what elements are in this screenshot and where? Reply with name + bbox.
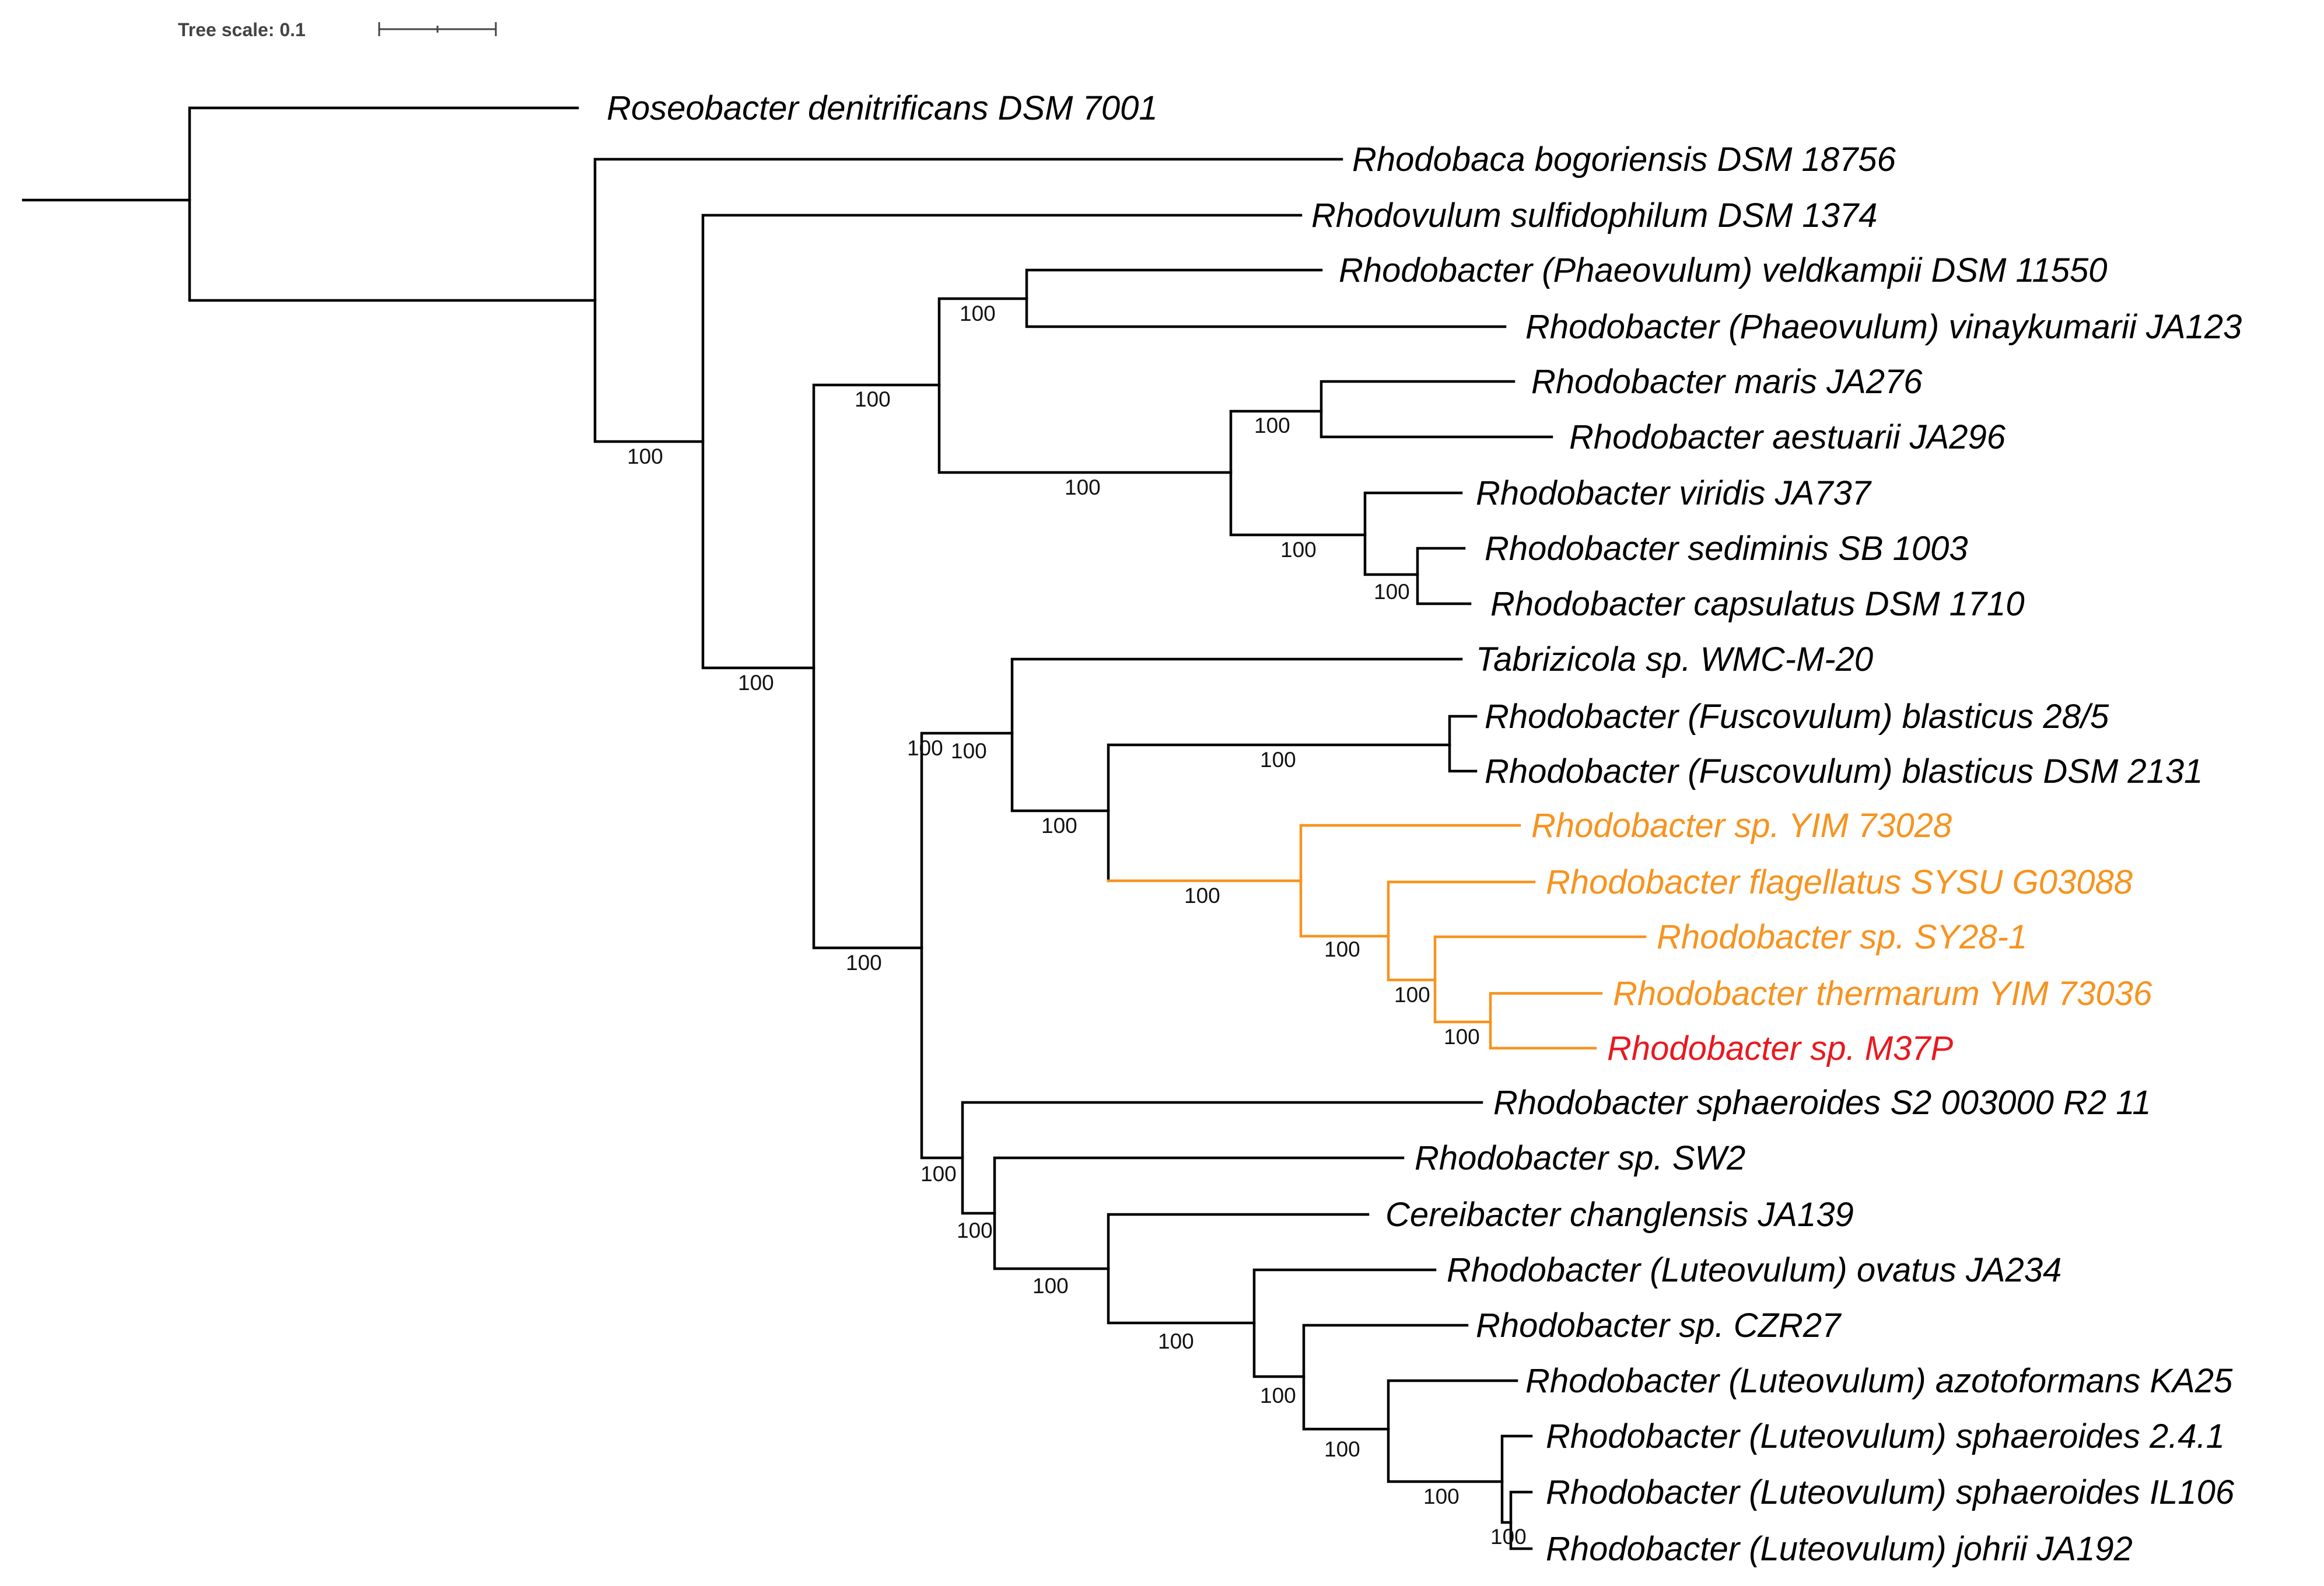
branch-czr27 (1302, 1324, 1469, 1431)
leaf-label: Rhodobacter sphaeroides S2 003000 R2 11 (1493, 1084, 2151, 1122)
branch-sphaeroides-241 (1500, 1434, 1533, 1524)
leaf-label: Rhodobacter sp. SW2 (1415, 1139, 1745, 1177)
leaf-label: Rhodobacter sediminis SB 1003 (1485, 530, 1968, 568)
bootstrap-value: 100 (1260, 1384, 1296, 1408)
branch-orange-2 (1387, 880, 1536, 982)
bootstrap-value: 100 (1280, 538, 1317, 562)
bootstrap-value: 100 (855, 387, 891, 411)
leaf-label: Rhodobacter sp. CZR27 (1476, 1307, 1842, 1345)
leaf-label: Rhodobacter (Luteovulum) sphaeroides IL1… (1546, 1473, 2235, 1511)
branch-n2 (701, 213, 1303, 670)
leaf-label-highlighted: Rhodobacter thermarum YIM 73036 (1613, 975, 2152, 1013)
leaf-label: Rhodobacter (Luteovulum) johrii JA192 (1546, 1530, 2133, 1568)
branch-orange-clade (1299, 824, 1521, 938)
leaf-label: Rhodobacter (Phaeovulum) vinaykumarii JA… (1525, 308, 2242, 346)
branch-ovatus (1252, 1268, 1437, 1378)
branch-fuscovulum-group (1107, 743, 1451, 883)
bootstrap-values: 100 100 100 100 100 100 100 100 100 100 … (627, 302, 1527, 1549)
bootstrap-value: 100 (738, 671, 774, 695)
branch-il106-johrii (1509, 1490, 1533, 1550)
branch-sphaeroides-group (961, 1101, 1483, 1215)
bootstrap-value: 100 (1374, 580, 1410, 604)
branch-sw2 (993, 1156, 1405, 1270)
bootstrap-value: 100 (907, 736, 943, 760)
leaf-label: Rhodobacter viridis JA737 (1476, 474, 1873, 512)
tree-branches (22, 106, 1647, 1550)
leaf-label: Rhodobacter maris JA276 (1531, 363, 1923, 401)
bootstrap-value: 100 (1444, 1025, 1480, 1049)
leaf-label-focal-strain: Rhodobacter sp. M37P (1607, 1030, 1954, 1067)
leaf-label: Rhodobacter (Phaeovulum) veldkampii DSM … (1339, 251, 2108, 289)
branch-fuscovulum (1448, 715, 1478, 773)
branch-orange-4 (1489, 992, 1603, 1050)
leaf-labels: Roseobacter denitrificans DSM 7001 Rhodo… (607, 89, 2242, 1568)
leaf-label: Cereibacter changlensis JA139 (1385, 1196, 1854, 1234)
leaf-label: Rhodobacter (Luteovulum) ovatus JA234 (1447, 1251, 2062, 1289)
leaf-label: Rhodobacter (Fuscovulum) blasticus DSM 2… (1485, 752, 2203, 790)
leaf-label: Rhodobacter capsulatus DSM 1710 (1490, 585, 2025, 623)
bootstrap-value: 100 (951, 739, 987, 763)
branch-orange-3 (1433, 935, 1647, 1024)
branch-phaeovulum-clade (937, 297, 1233, 474)
bootstrap-value: 100 (1394, 983, 1430, 1007)
branch-maris (1320, 380, 1553, 439)
bootstrap-value: 100 (1041, 814, 1077, 838)
leaf-label: Tabrizicola sp. WMC-M-20 (1476, 640, 1873, 678)
branch-rest (920, 731, 1014, 1160)
branch-n1 (593, 157, 1343, 443)
bootstrap-value: 100 (960, 302, 996, 325)
branch-azotoformans (1387, 1379, 1518, 1483)
branch-root (188, 106, 597, 302)
branch-phaeovulum (1025, 268, 1507, 328)
bootstrap-value: 100 (846, 951, 882, 975)
leaf-label: Rhodobacter (Luteovulum) azotoformans KA… (1525, 1362, 2233, 1400)
leaf-label: Rhodobacter (Fuscovulum) blasticus 28/5 (1485, 698, 2109, 736)
branch-cereibacter (1107, 1213, 1370, 1325)
branch-capsulatus-group (1229, 409, 1367, 537)
leaf-label-highlighted: Rhodobacter sp. SY28-1 (1657, 918, 2027, 956)
bootstrap-value: 100 (921, 1162, 957, 1186)
bootstrap-value: 100 (627, 444, 663, 468)
leaf-label-highlighted: Rhodobacter sp. YIM 73028 (1531, 807, 1952, 845)
bootstrap-value: 100 (1423, 1485, 1460, 1508)
tree-scale-label: Tree scale: 0.1 (178, 19, 306, 40)
bootstrap-value: 100 (1158, 1329, 1194, 1353)
tree-scale: Tree scale: 0.1 (178, 19, 497, 40)
branch-n3 (812, 383, 941, 950)
bootstrap-value: 100 (1324, 1437, 1360, 1461)
leaf-label: Roseobacter denitrificans DSM 7001 (607, 89, 1158, 127)
leaf-label: Rhodovulum sulfidophilum DSM 1374 (1311, 197, 1877, 234)
bootstrap-value: 100 (1324, 937, 1360, 961)
bootstrap-value: 100 (1032, 1274, 1069, 1298)
bootstrap-value: 100 (1065, 475, 1101, 499)
leaf-label: Rhodobacter aestuarii JA296 (1569, 418, 2006, 456)
tree-scale-bar (378, 22, 497, 36)
branch-viridis (1363, 491, 1463, 576)
bootstrap-value: 100 (1254, 414, 1290, 437)
bootstrap-value: 100 (1260, 748, 1296, 772)
bootstrap-value: 100 (957, 1219, 993, 1242)
bootstrap-value: 100 (1490, 1525, 1527, 1549)
leaf-label: Rhodobacter (Luteovulum) sphaeroides 2.4… (1546, 1417, 2225, 1455)
bootstrap-value: 100 (1184, 884, 1220, 908)
branch-sediminis-capsulatus (1416, 547, 1472, 605)
leaf-label: Rhodobaca bogoriensis DSM 18756 (1352, 141, 1896, 178)
leaf-label-highlighted: Rhodobacter flagellatus SYSU G03088 (1546, 863, 2133, 901)
branch-tabrizicola (1010, 657, 1463, 813)
